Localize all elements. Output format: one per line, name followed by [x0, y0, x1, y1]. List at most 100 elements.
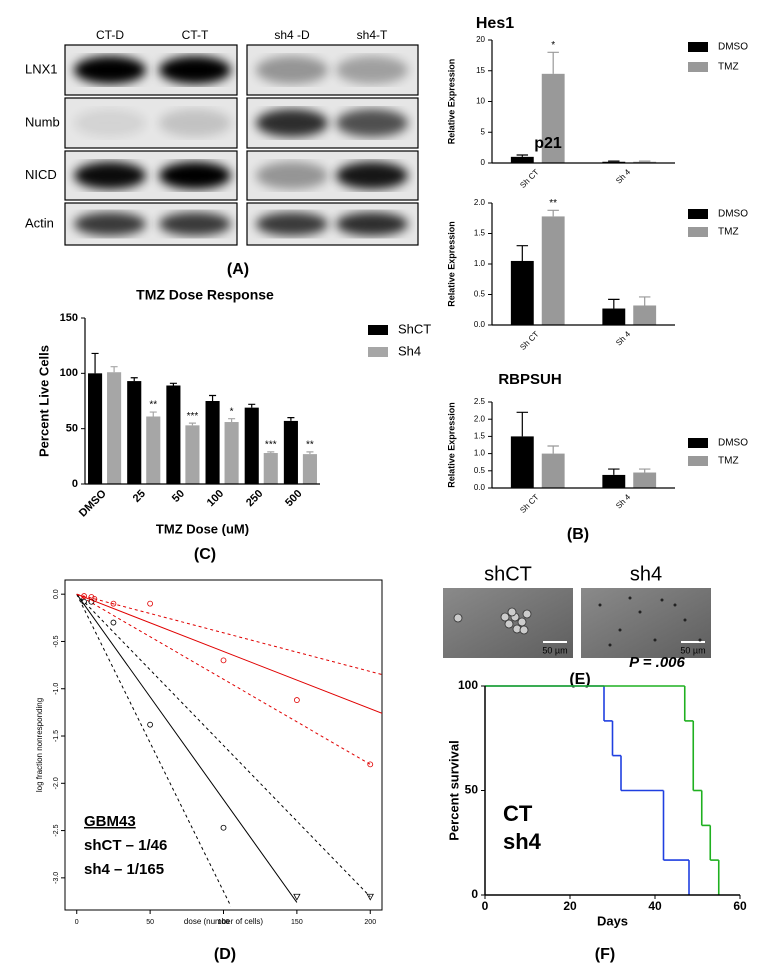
x-tick-label: 0: [75, 919, 79, 926]
point: [110, 600, 117, 607]
error-bar: [516, 245, 529, 261]
cell: [519, 625, 529, 635]
y-tick-label: -0.5: [53, 635, 60, 647]
band: [256, 212, 328, 236]
bar: [107, 372, 122, 484]
error-bar: [130, 377, 138, 382]
bar: [224, 422, 239, 484]
point: [220, 824, 227, 831]
cell: [507, 607, 517, 617]
y-tick-label: 1.0: [474, 259, 486, 268]
bar: [602, 308, 626, 325]
bar: [541, 453, 565, 488]
x-axis-label: dose (number of cells): [184, 917, 263, 926]
cell: [618, 628, 622, 632]
lane-label: CT-D: [96, 28, 124, 42]
cell: [517, 617, 527, 627]
fit-line: [76, 593, 232, 907]
legend-label: CT: [503, 801, 533, 826]
bar: [541, 216, 565, 325]
band: [74, 56, 146, 84]
bar: [602, 474, 626, 488]
legend-swatch: [688, 62, 708, 72]
legend-label: sh4: [503, 829, 542, 854]
band: [256, 56, 328, 84]
x-tick-label: 100: [218, 919, 230, 926]
y-tick-label: 0.0: [474, 483, 486, 492]
x-tick-label: 40: [648, 899, 662, 913]
cell: [608, 643, 612, 647]
point: [367, 761, 374, 768]
micrograph: [581, 588, 711, 658]
legend-label: TMZ: [718, 62, 739, 73]
error-bar: [547, 209, 559, 217]
lane-label: sh4-T: [357, 28, 388, 42]
band: [336, 212, 408, 236]
micrograph-title: sh4: [630, 563, 662, 585]
panel-label: (C): [194, 546, 216, 563]
chart-title: p21: [534, 135, 562, 152]
x-tick-label: 20: [563, 899, 577, 913]
legend-label: TMZ: [718, 227, 739, 238]
point: [220, 657, 227, 664]
chart-title: TMZ Dose Response: [136, 287, 274, 303]
x-axis-label: TMZ Dose (uM): [156, 521, 249, 536]
band: [336, 109, 408, 137]
y-tick-label: 50: [66, 423, 78, 435]
bar: [166, 385, 181, 484]
bar: [244, 407, 259, 484]
cell: [504, 619, 514, 629]
error-bar: [608, 160, 620, 162]
fit-line: [76, 593, 371, 898]
y-axis-label: Percent survival: [446, 740, 461, 840]
significance: ***: [265, 440, 277, 451]
cell: [683, 618, 687, 622]
bar: [633, 472, 657, 488]
point: [293, 893, 301, 901]
cell: [638, 610, 642, 614]
band: [256, 161, 328, 190]
x-tick-label: DMSO: [77, 487, 109, 519]
y-tick-label: 100: [458, 678, 478, 692]
legend-swatch: [688, 438, 708, 448]
error-bar: [110, 366, 118, 373]
band: [336, 161, 408, 190]
point: [110, 619, 117, 626]
error-bar: [267, 451, 275, 454]
y-tick-label: 1.0: [474, 449, 486, 458]
y-tick-label: 15: [476, 66, 485, 75]
y-tick-label: 1.5: [474, 229, 486, 238]
cell: [653, 638, 657, 642]
chart-title: Hes1: [476, 15, 514, 32]
band: [74, 212, 146, 236]
y-tick-label: 5: [481, 127, 486, 136]
y-tick-label: 0.5: [474, 290, 486, 299]
error-bar: [516, 411, 529, 437]
error-bar: [516, 154, 529, 157]
error-bar: [209, 394, 217, 401]
bar: [510, 156, 534, 163]
error-bar: [188, 422, 196, 426]
y-tick-label: -1.0: [53, 683, 60, 695]
y-tick-label: 0.5: [474, 466, 486, 475]
point: [366, 893, 374, 901]
x-tick-label: Sh 4: [614, 167, 632, 185]
x-tick-label: 50: [146, 919, 154, 926]
panel-label: (F): [595, 946, 615, 963]
bar: [633, 305, 657, 325]
error-bar: [638, 468, 651, 473]
cell: [628, 596, 632, 600]
error-bar: [248, 403, 256, 408]
point: [147, 721, 154, 728]
band: [159, 109, 231, 137]
significance: **: [306, 440, 314, 451]
error-bar: [91, 352, 99, 374]
y-tick-label: 2.5: [474, 397, 486, 406]
legend-label: DMSO: [718, 438, 748, 449]
row-label: Actin: [25, 215, 54, 230]
band: [74, 161, 146, 190]
x-tick-label: 0: [482, 899, 489, 913]
bar: [127, 381, 142, 484]
error-bar: [608, 298, 620, 309]
cell: [598, 603, 602, 607]
